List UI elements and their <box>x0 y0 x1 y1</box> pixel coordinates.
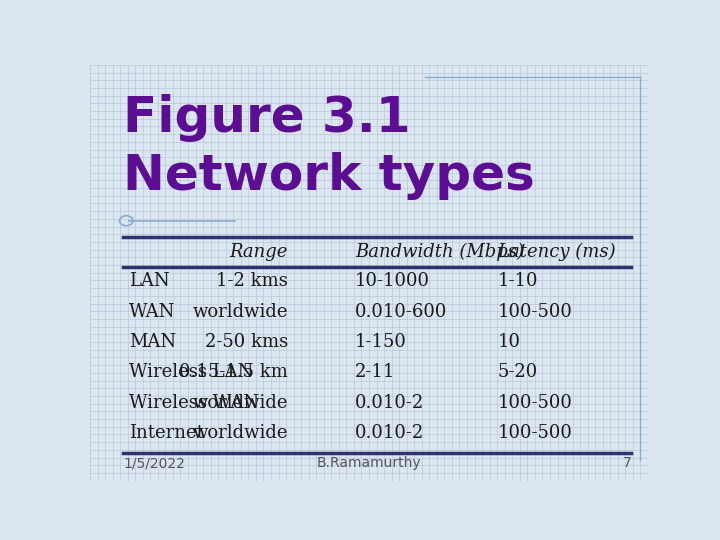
Text: 100-500: 100-500 <box>498 424 572 442</box>
Text: MAN: MAN <box>129 333 176 351</box>
Text: 7: 7 <box>623 456 631 470</box>
Text: 2-50 kms: 2-50 kms <box>205 333 288 351</box>
Text: worldwide: worldwide <box>192 394 288 411</box>
Text: Wireless LAN: Wireless LAN <box>129 363 253 381</box>
Text: 10-1000: 10-1000 <box>355 272 430 291</box>
Text: 1-2 kms: 1-2 kms <box>216 272 288 291</box>
Text: 0.010-600: 0.010-600 <box>355 302 447 321</box>
Text: WAN: WAN <box>129 302 176 321</box>
Text: 5-20: 5-20 <box>498 363 538 381</box>
Text: Figure 3.1: Figure 3.1 <box>124 94 411 142</box>
Text: 100-500: 100-500 <box>498 302 572 321</box>
Text: B.Ramamurthy: B.Ramamurthy <box>317 456 421 470</box>
Text: 1-150: 1-150 <box>355 333 407 351</box>
Text: 100-500: 100-500 <box>498 394 572 411</box>
Text: LAN: LAN <box>129 272 170 291</box>
Text: worldwide: worldwide <box>192 424 288 442</box>
Text: 1-10: 1-10 <box>498 272 538 291</box>
Text: Latency (ms): Latency (ms) <box>498 243 616 261</box>
Text: worldwide: worldwide <box>192 302 288 321</box>
Text: Wireless WAN: Wireless WAN <box>129 394 259 411</box>
Text: 10: 10 <box>498 333 521 351</box>
Text: 1/5/2022: 1/5/2022 <box>124 456 185 470</box>
Text: 0.010-2: 0.010-2 <box>355 424 424 442</box>
Text: 0.15-1.5 km: 0.15-1.5 km <box>179 363 288 381</box>
Text: Range: Range <box>230 243 288 261</box>
Text: 0.010-2: 0.010-2 <box>355 394 424 411</box>
Text: Bandwidth (Mbps): Bandwidth (Mbps) <box>355 243 524 261</box>
Text: 2-11: 2-11 <box>355 363 395 381</box>
Text: Network types: Network types <box>124 152 535 200</box>
Text: Internet: Internet <box>129 424 204 442</box>
